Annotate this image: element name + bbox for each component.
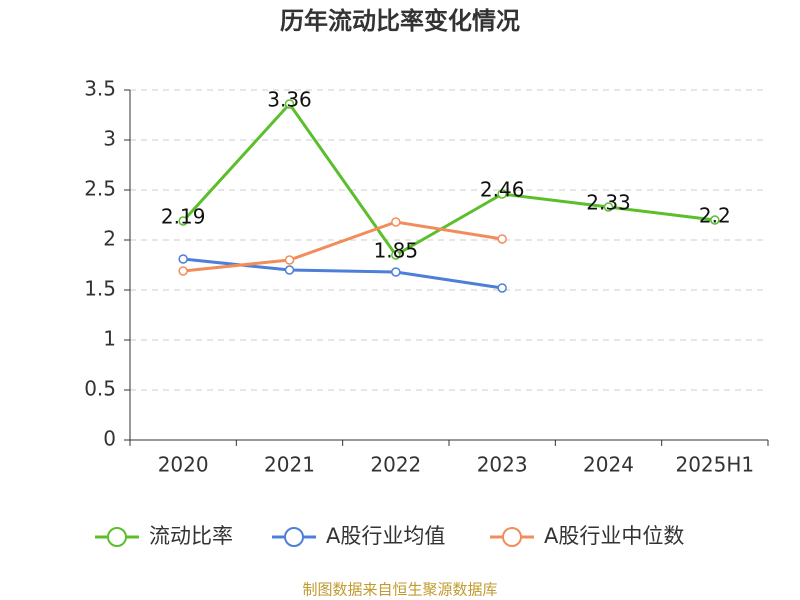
- source-note: 制图数据来自恒生聚源数据库: [302, 581, 497, 599]
- y-tick-label: 2: [103, 227, 116, 251]
- legend-swatch: [107, 527, 127, 547]
- series-line: [183, 257, 503, 290]
- y-tick-label: 0.5: [84, 377, 116, 401]
- x-tick-label: 2022: [370, 453, 421, 477]
- y-tick-label: 0: [103, 427, 116, 451]
- chart-title: 历年流动比率变化情况: [280, 7, 520, 35]
- legend-label: A股行业均值: [326, 524, 445, 548]
- data-point: [391, 217, 401, 227]
- data-label: 1.85: [374, 239, 419, 263]
- data-label: 2.19: [161, 205, 206, 229]
- data-point: [497, 189, 507, 199]
- data-point: [391, 267, 401, 277]
- data-point: [391, 250, 401, 260]
- series-line: [183, 220, 503, 273]
- data-label: 2.2: [699, 204, 731, 228]
- data-label: 2.33: [586, 191, 631, 215]
- data-point: [284, 255, 295, 265]
- legend-swatch: [284, 527, 304, 547]
- y-tick-label: 3: [103, 127, 116, 151]
- data-point: [284, 99, 295, 109]
- x-tick-label: 2021: [264, 453, 315, 477]
- data-point: [603, 202, 614, 212]
- data-point: [497, 283, 507, 293]
- series-line: [182, 101, 716, 257]
- x-tick-label: 2023: [477, 453, 528, 477]
- legend-label: 流动比率: [149, 524, 233, 548]
- y-tick-label: 1.5: [84, 277, 116, 301]
- data-point: [178, 254, 188, 264]
- x-tick-label: 2025H1: [675, 453, 754, 477]
- data-point: [178, 216, 188, 226]
- y-tick-label: 2.5: [84, 177, 116, 201]
- data-point: [497, 234, 507, 244]
- x-tick-label: 2024: [583, 453, 634, 477]
- legend-label: A股行业中位数: [544, 524, 684, 548]
- y-tick-label: 1: [103, 327, 116, 351]
- data-point: [178, 266, 188, 276]
- data-label: 3.36: [267, 88, 312, 112]
- data-label: 2.46: [480, 178, 525, 202]
- data-point: [710, 215, 720, 225]
- x-tick-label: 2020: [158, 453, 209, 477]
- legend-swatch: [502, 527, 522, 547]
- y-tick-label: 3.5: [84, 77, 116, 101]
- data-point: [284, 265, 295, 275]
